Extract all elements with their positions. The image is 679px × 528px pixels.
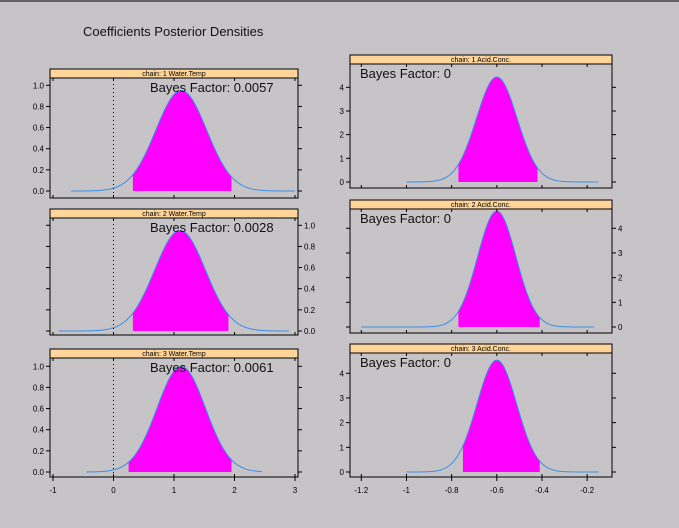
x-tick-label: 1: [172, 486, 177, 495]
panel-frame: [349, 352, 613, 478]
bayes-factor-label: Bayes Factor: 0: [360, 66, 451, 81]
strip-label: chain: 1 Water.Temp: [142, 71, 206, 78]
y-tick-label: 3: [618, 249, 623, 258]
y-tick-label: 0.8: [33, 102, 45, 111]
y-tick-label: 0.4: [304, 285, 316, 294]
bayes-factor-label: Bayes Factor: 0.0061: [150, 360, 274, 375]
density-curve: [406, 359, 599, 473]
panel-6: chain: 3 Acid.Conc.Bayes Factor: 0 0 1 2 3 4 -…: [340, 343, 616, 495]
hpd-fill: [132, 230, 229, 331]
x-tick-label: -0.4: [535, 486, 549, 495]
strip-label: chain: 2 Water.Temp: [142, 211, 206, 218]
y-tick-label: 1: [340, 443, 345, 452]
bayes-factor-label: Bayes Factor: 0: [360, 211, 451, 226]
x-tick-label: -0.2: [580, 486, 594, 495]
y-tick-label: 0.8: [33, 383, 45, 392]
y-tick-label: 0: [618, 323, 623, 332]
bayes-factor-label: Bayes Factor: 0: [360, 355, 451, 370]
y-tick-label: 1.0: [33, 362, 45, 371]
y-tick-label: 0.6: [33, 124, 45, 133]
y-tick-label: 0.4: [33, 426, 45, 435]
x-tick-label: -1: [49, 486, 57, 495]
y-tick-label: 4: [340, 83, 345, 92]
density-curve: [86, 366, 262, 473]
panel-3: chain: 2 Water.Temp Bayes Factor: 0.0028 0…: [46, 208, 316, 336]
y-tick-label: 0.4: [33, 145, 45, 154]
hpd-fill: [458, 211, 540, 327]
x-tick-label: 0: [111, 486, 116, 495]
strip-label: chain: 3 Water.Temp: [142, 351, 206, 358]
x-tick-label: 2: [232, 486, 237, 495]
hpd-fill: [462, 360, 540, 472]
panel-2: chain: 1 Acid.Conc.Bayes Factor: 0 0 1 2 3 4: [340, 54, 616, 189]
bayes-factor-label: Bayes Factor: 0.0028: [150, 220, 274, 235]
y-tick-label: 1: [618, 298, 623, 307]
x-tick-label: -0.6: [490, 486, 504, 495]
strip-label: chain: 1 Acid.Conc.: [451, 57, 511, 64]
bayes-factor-label: Bayes Factor: 0.0057: [150, 80, 274, 95]
density-curve: [361, 210, 594, 328]
strip-label: chain: 2 Acid.Conc.: [451, 202, 511, 209]
hpd-fill: [132, 90, 232, 191]
figure-title: Coefficients Posterior Densities: [83, 24, 264, 39]
hpd-fill: [458, 77, 538, 182]
y-tick-label: 2: [340, 419, 345, 428]
y-tick-label: 2: [618, 274, 623, 283]
y-tick-label: 0.2: [304, 306, 316, 315]
y-tick-label: 0.0: [33, 187, 45, 196]
strip-label: chain: 3 Acid.Conc.: [451, 346, 511, 353]
panel-frame: [349, 208, 613, 334]
y-tick-label: 0.8: [304, 242, 316, 251]
panel-4: chain: 2 Acid.Conc.Bayes Factor: 0 0 1 2 3 4: [346, 199, 623, 334]
density-curve: [71, 90, 295, 192]
y-tick-label: 0.0: [33, 468, 45, 477]
y-tick-label: 0.6: [304, 264, 316, 273]
y-tick-label: 3: [340, 394, 345, 403]
panel-frame: [349, 63, 613, 189]
y-tick-label: 2: [340, 131, 345, 140]
y-tick-label: 0: [340, 468, 345, 477]
y-tick-label: 0.2: [33, 166, 45, 175]
x-tick-label: -1.2: [354, 486, 368, 495]
y-tick-label: 1.0: [304, 221, 316, 230]
density-curve: [59, 230, 289, 332]
y-tick-label: 0.6: [33, 405, 45, 414]
x-tick-label: -1: [403, 486, 411, 495]
y-tick-label: 0.0: [304, 327, 316, 336]
y-tick-label: 0.2: [33, 447, 45, 456]
y-tick-label: 3: [340, 107, 345, 116]
hpd-fill: [128, 366, 232, 472]
y-tick-label: 0: [340, 178, 345, 187]
y-tick-label: 4: [340, 369, 345, 378]
x-tick-label: -0.8: [445, 486, 459, 495]
x-tick-label: 3: [293, 486, 298, 495]
density-curve: [406, 76, 599, 183]
y-tick-label: 4: [618, 224, 623, 233]
panel-5: chain: 3 Water.Temp Bayes Factor: 0.0061 0…: [33, 348, 302, 495]
y-tick-label: 1: [340, 154, 345, 163]
panel-1: chain: 1 Water.Temp Bayes Factor: 0.0057 0…: [33, 68, 302, 199]
y-tick-label: 1.0: [33, 81, 45, 90]
